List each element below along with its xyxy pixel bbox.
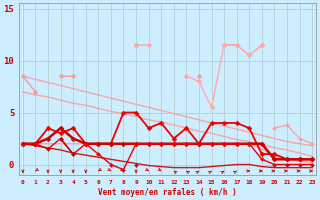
X-axis label: Vent moyen/en rafales ( km/h ): Vent moyen/en rafales ( km/h ) [98,188,237,197]
